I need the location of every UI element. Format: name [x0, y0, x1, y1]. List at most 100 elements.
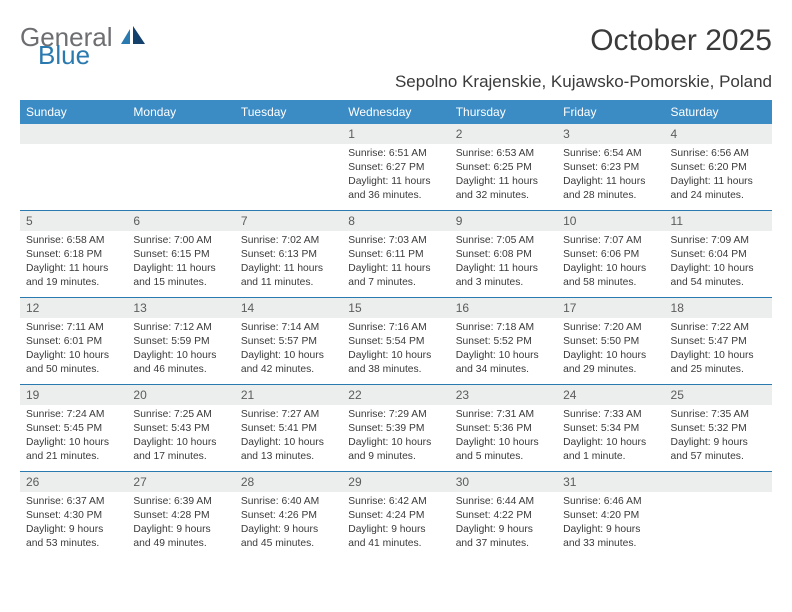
- daylight-text: Daylight: 9 hours and 53 minutes.: [26, 523, 121, 551]
- logo-sail-icon: [121, 33, 147, 50]
- dow-cell: Monday: [127, 100, 234, 124]
- daylight-text: Daylight: 10 hours and 1 minute.: [563, 436, 658, 464]
- day-number: 21: [235, 385, 342, 405]
- daylight-text: Daylight: 9 hours and 33 minutes.: [563, 523, 658, 551]
- day-cell: 10Sunrise: 7:07 AMSunset: 6:06 PMDayligh…: [557, 211, 664, 297]
- sunrise-text: Sunrise: 7:33 AM: [563, 408, 658, 422]
- day-cell: 24Sunrise: 7:33 AMSunset: 5:34 PMDayligh…: [557, 385, 664, 471]
- day-cell: 13Sunrise: 7:12 AMSunset: 5:59 PMDayligh…: [127, 298, 234, 384]
- sunrise-text: Sunrise: 7:20 AM: [563, 321, 658, 335]
- day-number: 13: [127, 298, 234, 318]
- daylight-text: Daylight: 11 hours and 11 minutes.: [241, 262, 336, 290]
- daylight-text: Daylight: 11 hours and 19 minutes.: [26, 262, 121, 290]
- daylight-text: Daylight: 10 hours and 38 minutes.: [348, 349, 443, 377]
- week-row: 19Sunrise: 7:24 AMSunset: 5:45 PMDayligh…: [20, 384, 772, 471]
- sunrise-text: Sunrise: 7:02 AM: [241, 234, 336, 248]
- day-cell: 17Sunrise: 7:20 AMSunset: 5:50 PMDayligh…: [557, 298, 664, 384]
- day-number: 3: [557, 124, 664, 144]
- day-cell: 11Sunrise: 7:09 AMSunset: 6:04 PMDayligh…: [665, 211, 772, 297]
- sunset-text: Sunset: 4:22 PM: [456, 509, 551, 523]
- day-cell: 19Sunrise: 7:24 AMSunset: 5:45 PMDayligh…: [20, 385, 127, 471]
- day-cell: 22Sunrise: 7:29 AMSunset: 5:39 PMDayligh…: [342, 385, 449, 471]
- sunrise-text: Sunrise: 6:40 AM: [241, 495, 336, 509]
- day-cell: 12Sunrise: 7:11 AMSunset: 6:01 PMDayligh…: [20, 298, 127, 384]
- sunrise-text: Sunrise: 7:14 AM: [241, 321, 336, 335]
- dow-cell: Wednesday: [342, 100, 449, 124]
- week-row: 1Sunrise: 6:51 AMSunset: 6:27 PMDaylight…: [20, 124, 772, 210]
- day-number: 15: [342, 298, 449, 318]
- day-cell: 6Sunrise: 7:00 AMSunset: 6:15 PMDaylight…: [127, 211, 234, 297]
- daylight-text: Daylight: 11 hours and 24 minutes.: [671, 175, 766, 203]
- sunset-text: Sunset: 4:28 PM: [133, 509, 228, 523]
- day-cell: 8Sunrise: 7:03 AMSunset: 6:11 PMDaylight…: [342, 211, 449, 297]
- sunrise-text: Sunrise: 6:46 AM: [563, 495, 658, 509]
- sunrise-text: Sunrise: 6:53 AM: [456, 147, 551, 161]
- day-number: 18: [665, 298, 772, 318]
- sunset-text: Sunset: 6:27 PM: [348, 161, 443, 175]
- sunrise-text: Sunrise: 7:18 AM: [456, 321, 551, 335]
- sunset-text: Sunset: 5:39 PM: [348, 422, 443, 436]
- sunset-text: Sunset: 4:30 PM: [26, 509, 121, 523]
- sunset-text: Sunset: 6:23 PM: [563, 161, 658, 175]
- day-cell: 31Sunrise: 6:46 AMSunset: 4:20 PMDayligh…: [557, 472, 664, 558]
- daylight-text: Daylight: 11 hours and 28 minutes.: [563, 175, 658, 203]
- sunset-text: Sunset: 6:01 PM: [26, 335, 121, 349]
- daylight-text: Daylight: 11 hours and 3 minutes.: [456, 262, 551, 290]
- daylight-text: Daylight: 10 hours and 46 minutes.: [133, 349, 228, 377]
- daylight-text: Daylight: 10 hours and 17 minutes.: [133, 436, 228, 464]
- days-of-week-row: SundayMondayTuesdayWednesdayThursdayFrid…: [20, 100, 772, 124]
- daylight-text: Daylight: 11 hours and 32 minutes.: [456, 175, 551, 203]
- daylight-text: Daylight: 10 hours and 54 minutes.: [671, 262, 766, 290]
- daylight-text: Daylight: 10 hours and 50 minutes.: [26, 349, 121, 377]
- day-number: 30: [450, 472, 557, 492]
- day-cell: 21Sunrise: 7:27 AMSunset: 5:41 PMDayligh…: [235, 385, 342, 471]
- sunset-text: Sunset: 6:25 PM: [456, 161, 551, 175]
- sunrise-text: Sunrise: 7:12 AM: [133, 321, 228, 335]
- day-body: Sunrise: 7:12 AMSunset: 5:59 PMDaylight:…: [127, 318, 234, 383]
- sunrise-text: Sunrise: 6:58 AM: [26, 234, 121, 248]
- sunrise-text: Sunrise: 6:42 AM: [348, 495, 443, 509]
- day-body: Sunrise: 6:40 AMSunset: 4:26 PMDaylight:…: [235, 492, 342, 557]
- day-cell: 26Sunrise: 6:37 AMSunset: 4:30 PMDayligh…: [20, 472, 127, 558]
- location-label: Sepolno Krajenskie, Kujawsko-Pomorskie, …: [20, 72, 772, 92]
- day-cell: [127, 124, 234, 210]
- day-cell: 28Sunrise: 6:40 AMSunset: 4:26 PMDayligh…: [235, 472, 342, 558]
- daylight-text: Daylight: 9 hours and 57 minutes.: [671, 436, 766, 464]
- daylight-text: Daylight: 10 hours and 5 minutes.: [456, 436, 551, 464]
- daylight-text: Daylight: 11 hours and 15 minutes.: [133, 262, 228, 290]
- day-cell: 2Sunrise: 6:53 AMSunset: 6:25 PMDaylight…: [450, 124, 557, 210]
- day-cell: 29Sunrise: 6:42 AMSunset: 4:24 PMDayligh…: [342, 472, 449, 558]
- day-body: Sunrise: 6:58 AMSunset: 6:18 PMDaylight:…: [20, 231, 127, 296]
- sunrise-text: Sunrise: 7:05 AM: [456, 234, 551, 248]
- day-number: 22: [342, 385, 449, 405]
- header-right: October 2025: [590, 24, 772, 58]
- day-cell: 4Sunrise: 6:56 AMSunset: 6:20 PMDaylight…: [665, 124, 772, 210]
- day-number: 5: [20, 211, 127, 231]
- day-number: 24: [557, 385, 664, 405]
- day-number: 4: [665, 124, 772, 144]
- day-number: 9: [450, 211, 557, 231]
- day-cell: 23Sunrise: 7:31 AMSunset: 5:36 PMDayligh…: [450, 385, 557, 471]
- sunrise-text: Sunrise: 6:44 AM: [456, 495, 551, 509]
- day-cell: 3Sunrise: 6:54 AMSunset: 6:23 PMDaylight…: [557, 124, 664, 210]
- dow-cell: Thursday: [450, 100, 557, 124]
- sunset-text: Sunset: 5:43 PM: [133, 422, 228, 436]
- sunset-text: Sunset: 6:04 PM: [671, 248, 766, 262]
- day-number: 23: [450, 385, 557, 405]
- day-body: Sunrise: 6:53 AMSunset: 6:25 PMDaylight:…: [450, 144, 557, 209]
- day-body: Sunrise: 7:29 AMSunset: 5:39 PMDaylight:…: [342, 405, 449, 470]
- sunset-text: Sunset: 5:36 PM: [456, 422, 551, 436]
- sunrise-text: Sunrise: 7:29 AM: [348, 408, 443, 422]
- day-cell: 9Sunrise: 7:05 AMSunset: 6:08 PMDaylight…: [450, 211, 557, 297]
- daylight-text: Daylight: 10 hours and 21 minutes.: [26, 436, 121, 464]
- week-row: 5Sunrise: 6:58 AMSunset: 6:18 PMDaylight…: [20, 210, 772, 297]
- sunset-text: Sunset: 5:59 PM: [133, 335, 228, 349]
- day-cell: [665, 472, 772, 558]
- day-cell: 7Sunrise: 7:02 AMSunset: 6:13 PMDaylight…: [235, 211, 342, 297]
- week-row: 26Sunrise: 6:37 AMSunset: 4:30 PMDayligh…: [20, 471, 772, 558]
- sunset-text: Sunset: 6:11 PM: [348, 248, 443, 262]
- sunset-text: Sunset: 5:32 PM: [671, 422, 766, 436]
- day-cell: 27Sunrise: 6:39 AMSunset: 4:28 PMDayligh…: [127, 472, 234, 558]
- day-number-empty: [127, 124, 234, 144]
- day-number: 11: [665, 211, 772, 231]
